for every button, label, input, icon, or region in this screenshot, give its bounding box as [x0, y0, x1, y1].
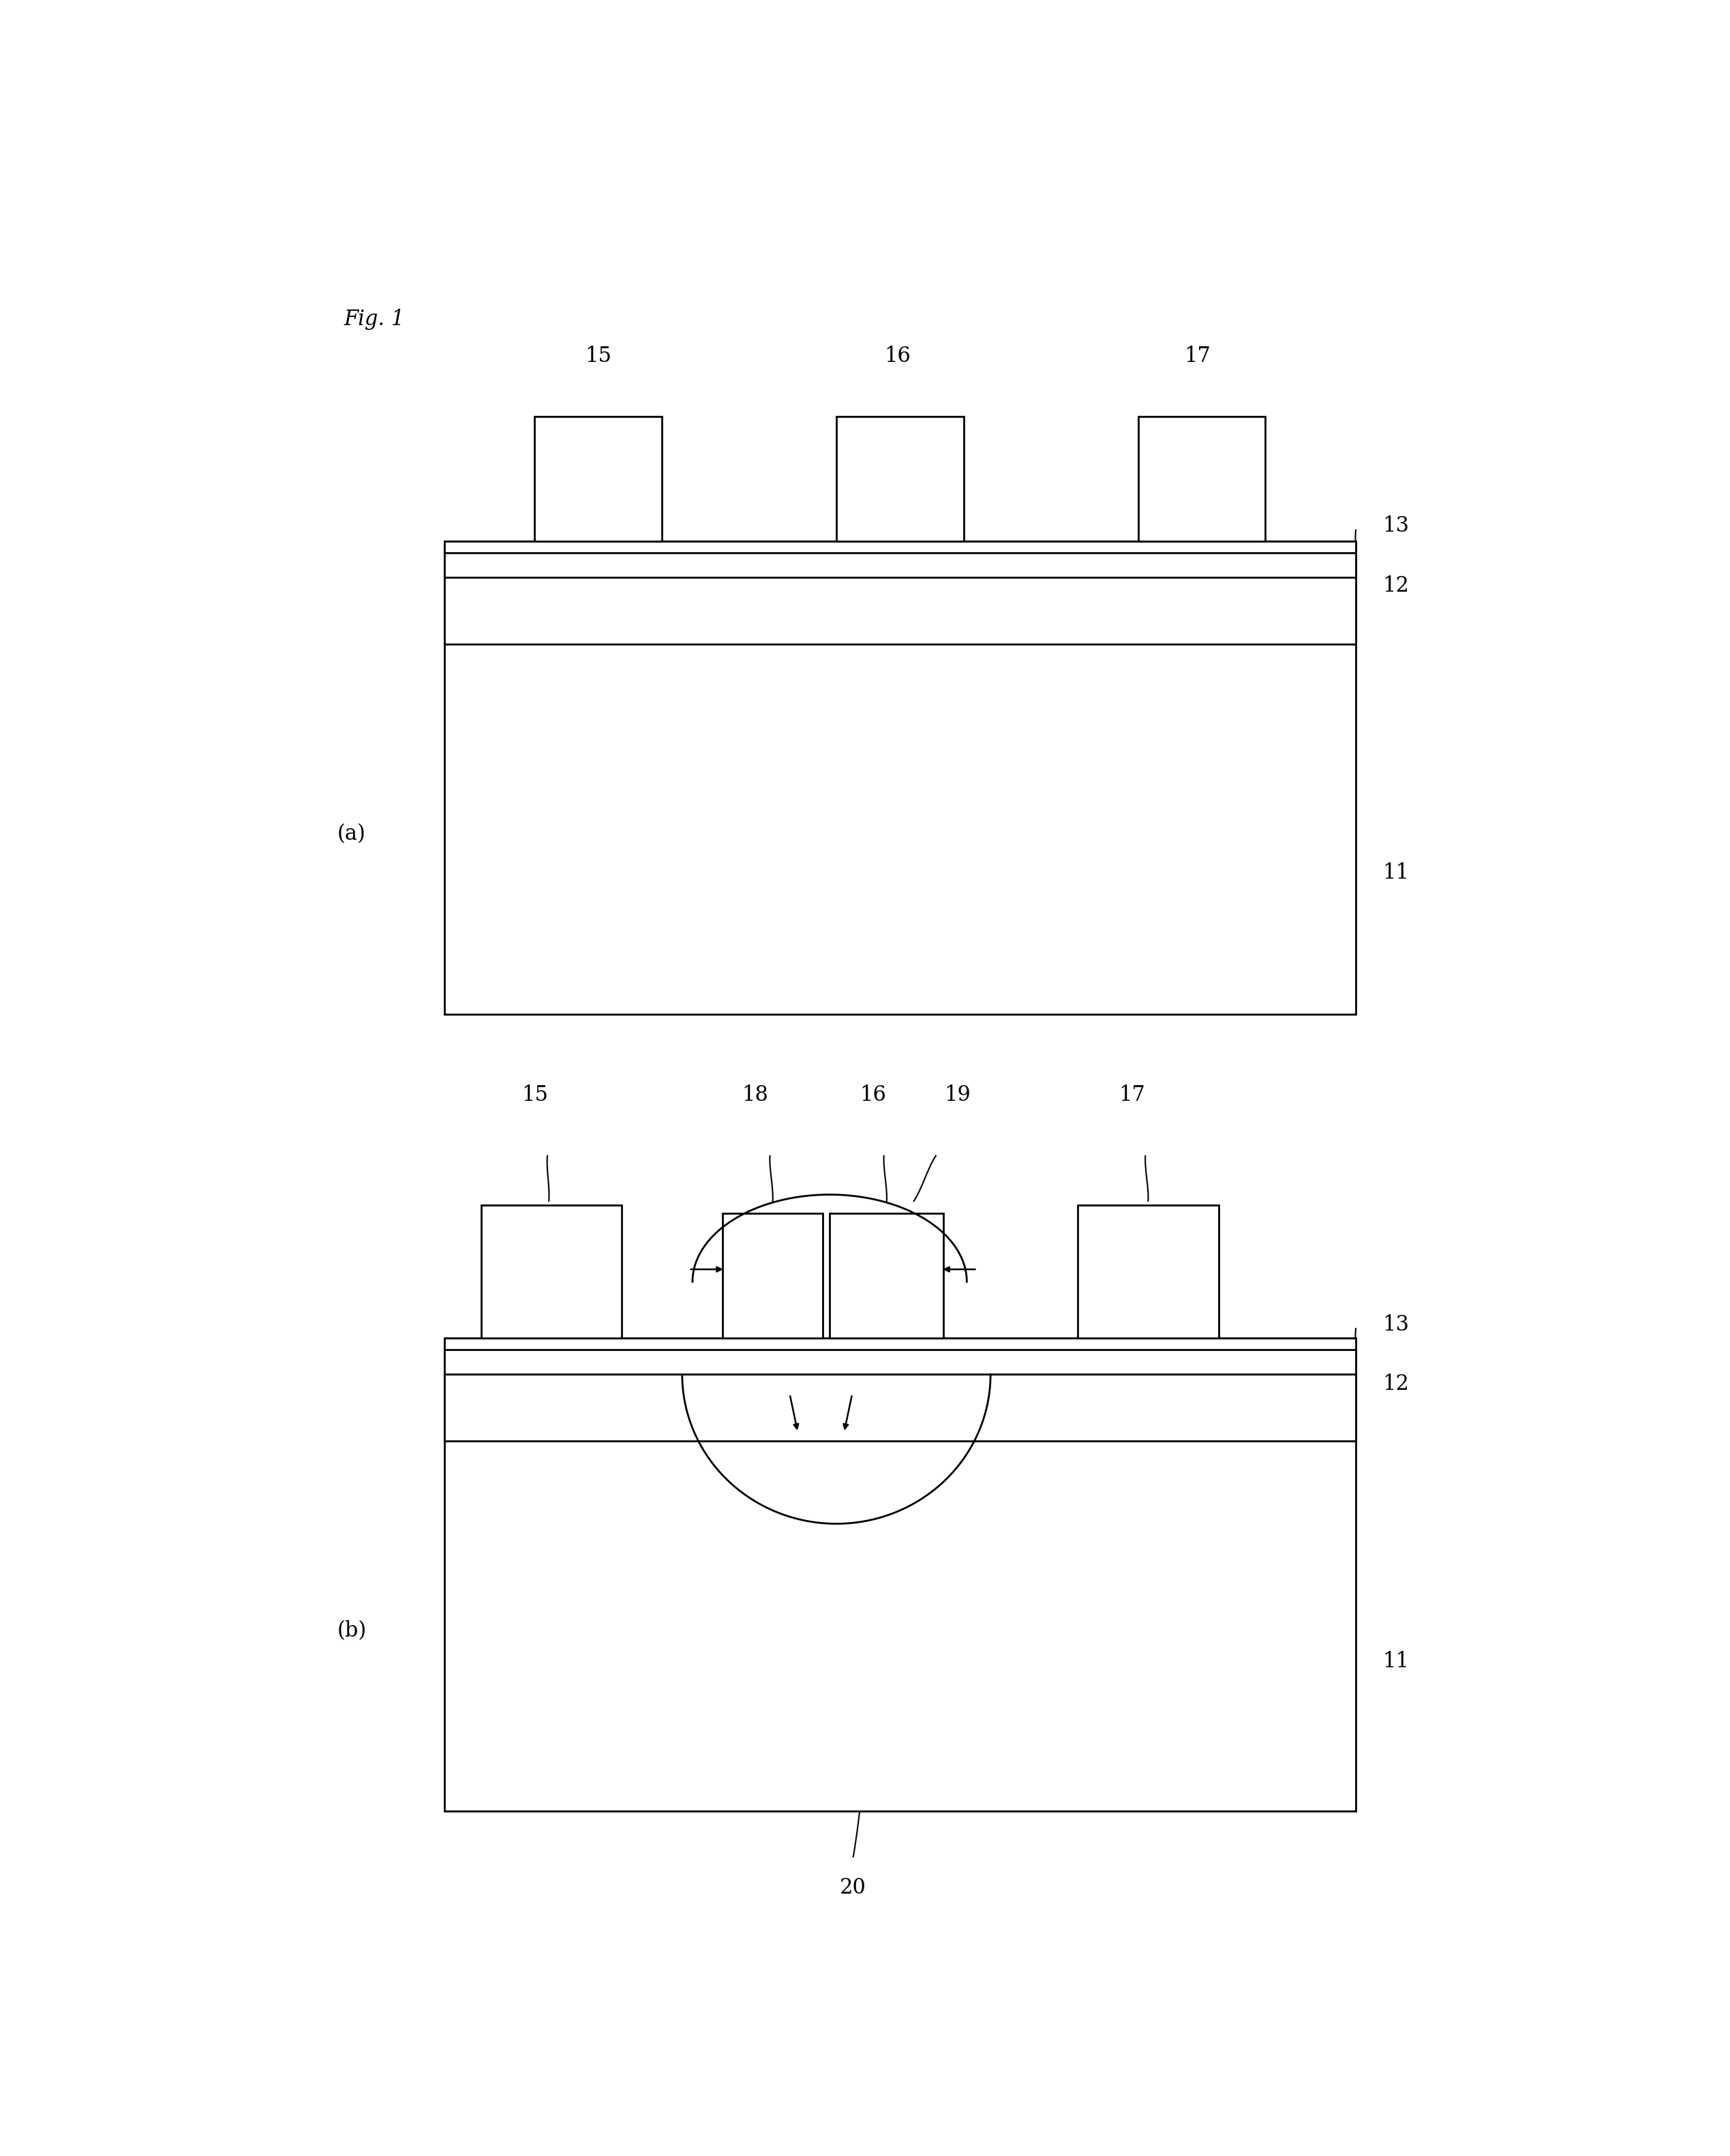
Text: 12: 12 [1382, 576, 1410, 597]
Text: 19: 19 [945, 1084, 971, 1106]
Text: 16: 16 [884, 345, 910, 367]
Text: 18: 18 [742, 1084, 768, 1106]
Bar [535, 416, 663, 541]
Text: Fig. 1: Fig. 1 [344, 308, 405, 330]
Text: 15: 15 [585, 345, 611, 367]
Bar [481, 1205, 621, 1337]
Text: 12: 12 [1382, 1373, 1410, 1395]
Text: (a): (a) [337, 824, 365, 845]
Bar [1138, 416, 1265, 541]
Text: 13: 13 [1382, 1313, 1410, 1335]
Text: (b): (b) [337, 1621, 367, 1641]
Text: 15: 15 [522, 1084, 548, 1106]
Text: 17: 17 [1185, 345, 1211, 367]
Bar [445, 541, 1356, 645]
Text: 16: 16 [860, 1084, 886, 1106]
Bar [445, 1337, 1356, 1440]
Bar [723, 1214, 823, 1337]
Text: 11: 11 [1382, 1651, 1410, 1673]
Text: 17: 17 [1119, 1084, 1145, 1106]
Bar [445, 541, 1356, 1013]
Bar [445, 1337, 1356, 1811]
Bar [830, 1214, 943, 1337]
Text: 11: 11 [1382, 862, 1410, 884]
Bar [1078, 1205, 1218, 1337]
Text: 13: 13 [1382, 515, 1410, 537]
Text: 20: 20 [839, 1878, 867, 1899]
Bar [836, 416, 964, 541]
